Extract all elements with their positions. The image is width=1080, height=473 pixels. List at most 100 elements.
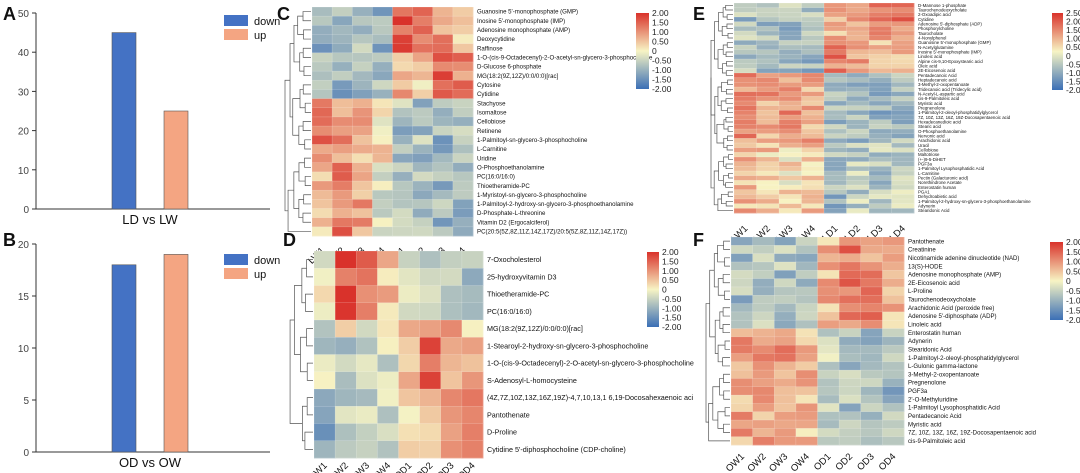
heatmap-cell <box>332 217 353 228</box>
heatmap-cell <box>356 320 378 338</box>
heatmap-cell <box>440 268 463 286</box>
row-dendrogram-branch <box>727 126 733 132</box>
heatmap-cell <box>734 26 757 32</box>
heatmap-cell <box>372 98 393 109</box>
heatmap-cell <box>860 253 883 263</box>
heatmap-cell <box>891 124 915 130</box>
heatmap-cell <box>392 52 414 63</box>
heatmap-cell <box>392 34 414 45</box>
heatmap-cell <box>779 171 802 177</box>
heatmap-cell <box>734 115 757 121</box>
heatmap-cell <box>312 171 333 182</box>
heatmap-cell <box>891 203 915 209</box>
heatmap-cell <box>824 147 847 153</box>
heatmap-cell <box>779 105 802 111</box>
heatmap-cell <box>824 143 847 149</box>
heatmap-cell <box>312 144 333 154</box>
row-label: D-Mannose 1-phosphate <box>918 3 967 8</box>
heatmap-cell <box>824 21 847 27</box>
heatmap-cell <box>801 73 825 79</box>
heatmap-cell <box>795 328 818 338</box>
heatmap-cell <box>817 428 840 438</box>
heatmap-cell <box>882 361 905 371</box>
heatmap-cell <box>824 91 847 97</box>
heatmap-cell <box>779 73 802 79</box>
heatmap-cell <box>356 440 378 459</box>
row-dendrogram-branch <box>725 116 733 123</box>
row-label: 7Z, 10Z, 13Z, 16Z, 19Z-Docosapentaenoic … <box>918 115 1011 120</box>
heatmap-cell <box>731 395 754 404</box>
heatmap-cell <box>846 73 870 79</box>
heatmap-cell <box>332 171 353 182</box>
heatmap-cell <box>312 34 333 45</box>
heatmap-cell <box>372 16 393 26</box>
heatmap-cell <box>869 119 892 125</box>
heatmap-cell <box>756 138 780 144</box>
heatmap-cell <box>312 135 333 145</box>
row-label: Guanosine 5'-monophosphate (GMP) <box>477 9 578 16</box>
heatmap-cell <box>882 411 905 421</box>
heatmap-cell <box>352 190 373 200</box>
heatmap-cell <box>377 354 399 373</box>
row-dendrogram-branch <box>304 431 313 450</box>
heatmap-cell <box>332 190 353 200</box>
row-label: 3-Methyl-2-oxopentanoate <box>908 371 980 378</box>
column-label: OW2 <box>328 460 351 473</box>
heatmap-cell <box>377 440 399 459</box>
heatmap-cell <box>882 386 905 396</box>
heatmap-cell <box>734 161 757 167</box>
heatmap-cell <box>756 54 780 60</box>
heatmap-cell <box>779 77 802 83</box>
heatmap-cell <box>860 370 883 379</box>
heatmap-cell <box>432 89 454 99</box>
heatmap-cell <box>734 124 757 130</box>
row-dendrogram-branch <box>303 194 311 205</box>
heatmap-cell <box>824 180 847 186</box>
row-dendrogram-branch <box>302 47 311 58</box>
heatmap-cell <box>392 217 414 228</box>
row-label: Cellobiose <box>918 148 939 153</box>
heatmap-cell <box>756 7 780 13</box>
heatmap-cell <box>352 199 373 209</box>
row-label: 2E-Eicosenoic acid <box>918 68 956 73</box>
heatmap-cell <box>869 82 892 88</box>
heatmap-cell <box>774 353 797 363</box>
row-label: Stearic acid <box>918 124 941 129</box>
heatmap-cell <box>734 77 757 83</box>
heatmap-cell <box>891 68 915 74</box>
heatmap-cell <box>452 153 474 164</box>
heatmap-cell <box>839 411 862 421</box>
heatmap-cell <box>869 143 892 149</box>
heatmap-cell <box>332 144 353 154</box>
heatmap-cell <box>432 107 454 118</box>
row-dendrogram-branch <box>720 100 728 111</box>
row-dendrogram-branch <box>306 362 313 381</box>
heatmap-cell <box>752 436 775 446</box>
heatmap-cell <box>335 423 357 442</box>
heatmap-cell <box>752 261 775 271</box>
heatmap-cell <box>461 371 484 390</box>
row-label: Uracil <box>918 143 929 148</box>
row-dendrogram-branch <box>718 161 724 181</box>
heatmap-cell <box>801 3 825 9</box>
heatmap-cell <box>891 208 915 214</box>
heatmap-cell <box>756 105 780 111</box>
heatmap-cell <box>461 389 484 407</box>
heatmap-cell <box>734 31 757 37</box>
heatmap-cell <box>377 337 399 355</box>
heatmap-cell <box>752 345 775 354</box>
heatmap-cell <box>734 59 757 65</box>
heatmap-cell <box>332 80 353 90</box>
heatmap-cell <box>824 105 847 111</box>
heatmap-cell <box>412 217 434 228</box>
heatmap-cell <box>398 268 421 286</box>
heatmap-cell <box>795 278 818 288</box>
heatmap-cell <box>817 245 840 255</box>
heatmap-cell <box>419 389 442 407</box>
heatmap-cell <box>332 7 353 17</box>
color-scale-tick: -1.00 <box>1066 296 1080 306</box>
heatmap-cell <box>461 320 484 338</box>
row-label: Inosine 5'-monophosphate (IMP) <box>918 50 982 55</box>
heatmap-cell <box>774 286 797 296</box>
legend-swatch-down <box>224 254 248 265</box>
